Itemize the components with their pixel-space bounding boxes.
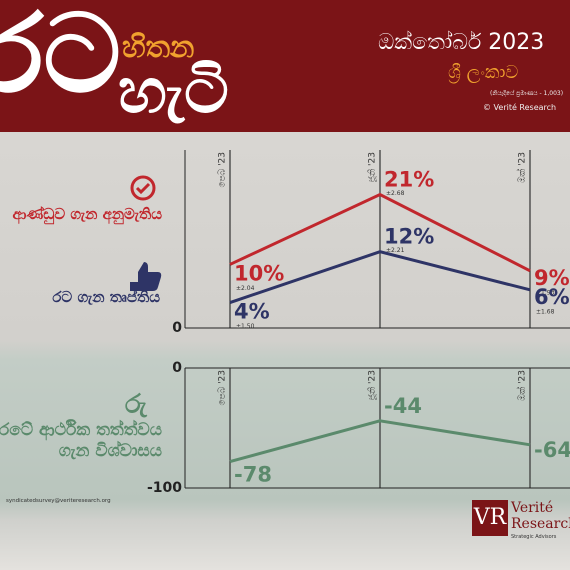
error-label: ±2.04 [236, 285, 255, 292]
value-label: -64 [534, 438, 570, 462]
title-big: රට [0, 0, 121, 117]
error-label: ±2.21 [386, 247, 405, 254]
org-name: Verité [511, 500, 554, 516]
error-label: ±2.68 [386, 190, 405, 197]
value-label: -44 [384, 394, 422, 418]
series-line [229, 419, 531, 464]
date: ඔක්තෝබර් 2023 [378, 30, 545, 55]
approval-icon [135, 182, 151, 195]
approval-icon [130, 175, 156, 201]
x-tick-label: ඔක් '23 [516, 370, 527, 401]
value-label: 10% [234, 261, 284, 285]
note: (නියැදියේ ප්‍රමාණය - 1,003) [490, 90, 564, 97]
value-label: 12% [384, 225, 434, 249]
copyright: © Verité Research [483, 103, 557, 112]
org-name: Research [511, 516, 570, 532]
y-tick-label: 0 [172, 320, 182, 336]
tagline: Strategic Advisors [511, 534, 557, 540]
country: ශ්‍රී ලංකාව [448, 62, 519, 83]
footer-email: syndicatedsurvey@veriteresearch.org [6, 498, 111, 504]
icon-text: රු [125, 390, 148, 420]
value-label: 6% [534, 285, 570, 309]
legend-label: ආණ්ඩුව ගැන අනුමැතිය [12, 205, 162, 223]
x-tick-label: ජූනි '23 [367, 370, 378, 400]
legend-label: රට ගැන තෘප්තිය [52, 288, 160, 306]
error-label: ±1.50 [236, 323, 255, 330]
value-label: 21% [384, 168, 434, 192]
error-label: ±1.68 [536, 308, 555, 315]
x-tick-label: පෙබ '23 [218, 152, 228, 187]
value-label: 4% [234, 300, 270, 324]
series-line [229, 192, 531, 273]
value-label: -78 [234, 463, 272, 487]
x-tick-label: ඔක් '23 [516, 152, 527, 183]
thumb-icon [130, 262, 162, 291]
legend-label: රටේ ආර්ථික තත්ත්වය ගැන විශ්වාසය [0, 420, 162, 462]
header-banner [0, 0, 570, 132]
y-tick-label: 0 [172, 360, 182, 376]
title-small: හිතන [122, 30, 195, 65]
y-tick-label: -100 [147, 480, 182, 496]
error-label: ±1.93 [536, 289, 555, 296]
logo: VR [472, 500, 508, 536]
value-label: 9% [534, 266, 570, 290]
series-line [229, 250, 531, 304]
title-second: හැටි [118, 54, 229, 127]
x-tick-label: ජූනි '23 [367, 152, 378, 182]
x-tick-label: පෙබ '23 [218, 370, 228, 405]
